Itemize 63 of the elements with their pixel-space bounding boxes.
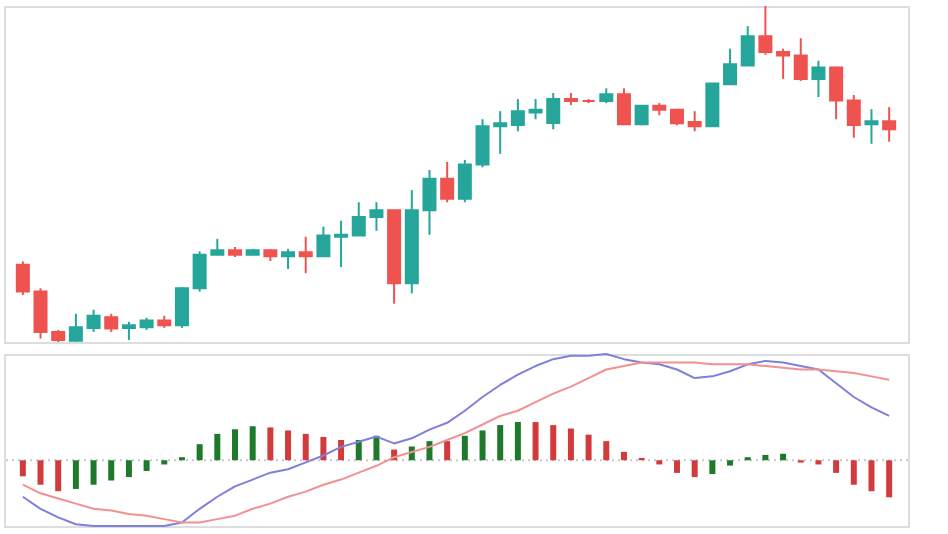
bar (727, 460, 734, 466)
candlestick (174, 286, 189, 329)
bar (780, 453, 787, 461)
candlestick (440, 160, 455, 204)
bar (249, 426, 256, 461)
candlestick (68, 312, 83, 343)
bar (267, 427, 274, 461)
bar (285, 430, 292, 461)
bar (108, 460, 115, 481)
candlestick (793, 37, 808, 82)
candlestick (864, 108, 879, 145)
bar (72, 460, 79, 489)
bar (461, 435, 468, 461)
bar (55, 460, 62, 492)
candlestick (811, 59, 826, 99)
bar (674, 460, 680, 473)
bar (550, 425, 557, 461)
candlestick (687, 110, 702, 133)
bar (37, 460, 44, 485)
bar (143, 460, 150, 471)
candlestick (758, 5, 773, 56)
bar (585, 434, 592, 461)
candlestick (740, 25, 755, 67)
candlestick (616, 87, 631, 127)
candlestick (316, 225, 331, 258)
candlestick (15, 260, 30, 296)
bar (479, 430, 486, 461)
bar (620, 451, 627, 461)
candlestick (882, 106, 897, 143)
candlestick (510, 98, 525, 133)
bar (444, 441, 451, 461)
candlestick (846, 94, 861, 139)
candlestick (334, 219, 349, 269)
bar (90, 460, 97, 485)
bar (125, 460, 132, 478)
candlestick (298, 235, 313, 275)
bar (232, 429, 238, 461)
candlestick (705, 81, 720, 128)
candlestick (723, 47, 738, 86)
candlestick (457, 158, 472, 204)
bar (762, 454, 769, 461)
bar (691, 460, 698, 478)
bar (850, 460, 857, 485)
bar (886, 460, 893, 498)
candlestick (776, 47, 791, 80)
bar (196, 444, 203, 461)
bar (567, 428, 574, 461)
bar (302, 433, 309, 461)
bar (373, 435, 380, 461)
candlestick (121, 320, 136, 341)
candlestick (86, 308, 101, 333)
bar (603, 441, 610, 461)
bar (19, 460, 26, 477)
bar (532, 422, 539, 461)
bar (833, 460, 840, 473)
bar (214, 433, 221, 461)
candlestick (829, 65, 844, 121)
candlestick (281, 247, 296, 271)
bar (709, 460, 716, 475)
candlestick (104, 312, 119, 333)
bar (868, 460, 875, 492)
bar (497, 425, 504, 461)
bar (514, 422, 521, 461)
